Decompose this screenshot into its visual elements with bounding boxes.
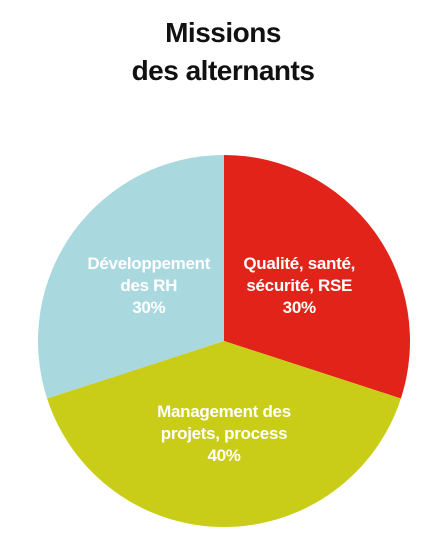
slice-label: Développement des RH 30% (49, 253, 249, 319)
value-label: 30% (132, 298, 166, 318)
value-label: 40% (207, 446, 241, 465)
pie-slice (37, 155, 225, 399)
pie-slice (47, 341, 401, 527)
value-label: 30% (282, 298, 316, 318)
category-label: Développement des RH (87, 254, 211, 296)
slice-label: Management des projets, process 40% (124, 401, 324, 467)
slice-label: Qualité, santé, sécurité, RSE 30% (199, 253, 399, 319)
pie-slice (224, 155, 411, 399)
category-label: Management des projets, process (157, 402, 291, 443)
chart-title: Missions des alternants (131, 17, 315, 86)
category-label: Qualité, santé, sécurité, RSE (243, 254, 356, 296)
